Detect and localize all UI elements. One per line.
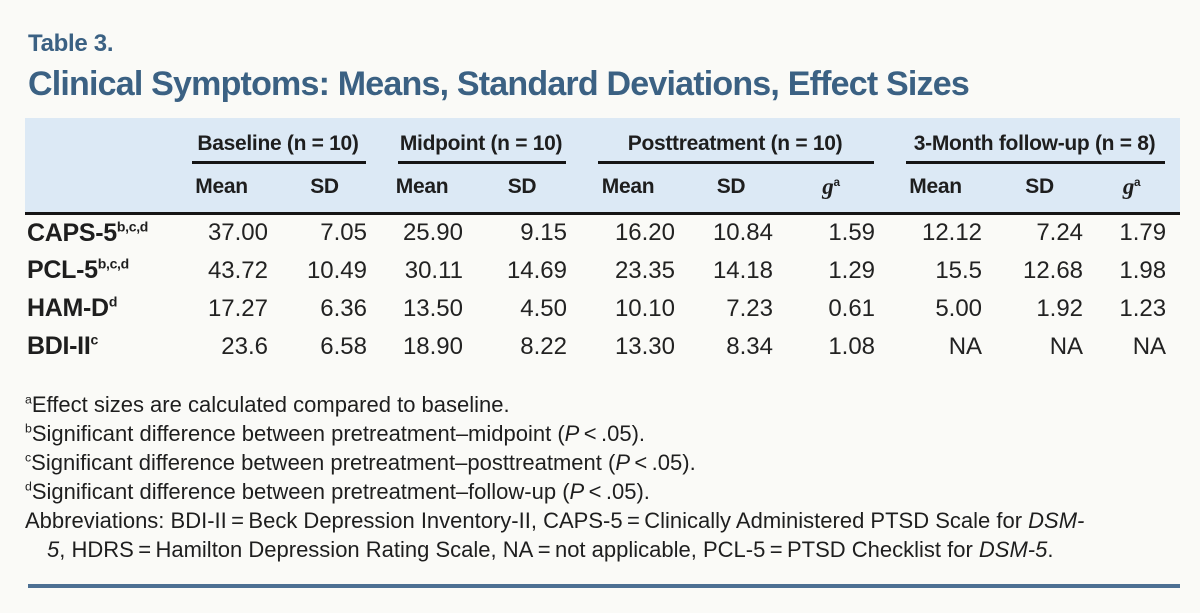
data-cell: 13.50 [402,294,463,322]
data-cell: 12.68 [1022,256,1084,284]
data-cell: 13.30 [614,332,675,360]
data-cell: 25.90 [402,219,463,247]
group-header-row: Baseline (n = 10) Midpoint (n = 10) Post… [25,118,1181,165]
group-header-midpoint: Midpoint (n = 10) [381,118,581,165]
col-header-post-mean: Mean [581,165,689,215]
data-cell: 4.50 [520,294,567,322]
data-cell: 12.12 [921,219,983,247]
footnote-b: bSignificant difference between pretreat… [25,420,646,446]
group-underline [598,161,875,164]
footnote-d: dSignificant difference between pretreat… [25,478,650,504]
data-cell: 5.00 [935,294,983,322]
data-cell: 7.05 [320,219,367,247]
data-cell: 6.58 [320,332,367,360]
col-header-followup-mean: Mean [889,165,997,215]
row-label: HAM-Dd [27,293,118,322]
data-cell: 1.08 [828,332,876,360]
data-cell: 6.36 [320,294,367,322]
group-underline [192,161,366,164]
data-cell: 1.98 [1119,256,1167,284]
data-cell: 18.90 [402,332,463,360]
table-row-caps5: CAPS-5b,c,d 37.00 7.05 25.90 9.15 16.20 … [25,214,1180,252]
data-cell: 8.22 [520,332,567,360]
data-cell: 14.69 [506,256,567,284]
data-cell: NA [948,332,983,360]
footnote-c: cSignificant difference between pretreat… [25,449,696,475]
col-header-midpoint-sd: SD [477,165,581,215]
data-cell: 7.23 [726,294,773,322]
data-cell: 15.5 [935,256,983,284]
table-title: Clinical Symptoms: Means, Standard Devia… [28,65,970,103]
data-cell: 30.11 [404,256,463,284]
group-underline [906,161,1166,164]
group-header-baseline: Baseline (n = 10) [175,118,381,165]
data-cell: 37.00 [207,219,268,247]
data-cell: 23.6 [221,332,268,360]
data-cell: 10.10 [614,294,675,322]
table-figure-page: Table 3. Clinical Symptoms: Means, Stand… [25,30,1183,588]
table-number-label: Table 3. [28,30,114,57]
col-header-baseline-mean: Mean [175,165,282,215]
data-cell: NA [1049,332,1084,360]
data-cell: 1.29 [828,256,876,284]
data-cell: 14.18 [712,256,773,284]
clinical-symptoms-table: Baseline (n = 10) Midpoint (n = 10) Post… [25,118,1181,366]
row-label: BDI-IIc [27,331,98,360]
col-header-post-g: ga [787,165,890,215]
empty-corner-cell [25,118,175,165]
table-row-bdi2: BDI-IIc 23.6 6.58 18.90 8.22 13.30 8.34 … [25,328,1180,366]
data-cell: 17.27 [207,294,268,322]
data-cell: 10.49 [306,256,367,284]
row-label: PCL-5b,c,d [27,255,129,284]
group-header-posttreatment: Posttreatment (n = 10) [581,118,890,165]
group-underline [398,161,566,164]
group-label: 3-Month follow-up (n = 8) [913,132,1156,155]
data-cell: 43.72 [207,256,268,284]
group-header-followup: 3-Month follow-up (n = 8) [889,118,1181,165]
footnotes: aEffect sizes are calculated compared to… [25,390,1183,564]
data-cell: 1.23 [1119,294,1167,322]
data-cell: 0.61 [828,294,876,322]
data-cell: 16.20 [614,219,675,247]
data-cell: 9.15 [520,219,567,247]
col-header-midpoint-mean: Mean [381,165,477,215]
footnote-a: aEffect sizes are calculated compared to… [25,391,510,417]
row-label: CAPS-5b,c,d [27,218,149,247]
col-header-baseline-sd: SD [282,165,381,215]
table-header: Baseline (n = 10) Midpoint (n = 10) Post… [25,118,1181,215]
data-cell: 1.59 [828,219,876,247]
col-header-post-sd: SD [689,165,787,215]
data-cell: 1.92 [1036,294,1084,322]
table-body: CAPS-5b,c,d 37.00 7.05 25.90 9.15 16.20 … [25,214,1180,366]
sub-header-row: Mean SD Mean SD Mean SD ga Mean SD ga [25,165,1181,215]
data-cell: NA [1132,332,1167,360]
data-cell: 8.34 [726,332,773,360]
table-row-hamd: HAM-Dd 17.27 6.36 13.50 4.50 10.10 7.23 … [25,290,1180,328]
bottom-divider-rule [28,583,1180,588]
data-cell: 10.84 [712,219,773,247]
abbreviations-note: Abbreviations: BDI-II = Beck Depression … [25,507,1085,562]
col-header-followup-sd: SD [996,165,1098,215]
data-cell: 1.79 [1119,219,1167,247]
col-header-followup-g: ga [1097,165,1181,215]
data-cell: 23.35 [614,256,675,284]
empty-corner-cell [25,165,175,215]
table-row-pcl5: PCL-5b,c,d 43.72 10.49 30.11 14.69 23.35… [25,252,1180,290]
group-label: Midpoint (n = 10) [399,132,563,155]
group-label: Baseline (n = 10) [197,132,359,155]
group-label: Posttreatment (n = 10) [627,132,843,155]
data-cell: 7.24 [1036,219,1084,247]
